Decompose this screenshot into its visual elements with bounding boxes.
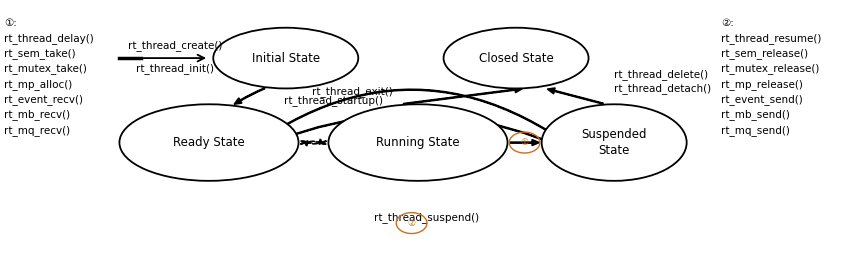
Text: rt_thread_create(): rt_thread_create() — [128, 41, 222, 51]
Text: ①: ① — [520, 138, 528, 147]
FancyArrowPatch shape — [301, 140, 325, 146]
Ellipse shape — [119, 104, 298, 181]
Text: Initial State: Initial State — [251, 51, 320, 65]
Text: ②:
rt_thread_resume()
rt_sem_release()
rt_mutex_release()
rt_mp_release()
rt_eve: ②: rt_thread_resume() rt_sem_release() r… — [720, 18, 820, 136]
Text: rt_thread_init(): rt_thread_init() — [135, 63, 214, 74]
FancyArrowPatch shape — [234, 88, 264, 104]
Text: rt_thread_delete()
rt_thread_detach(): rt_thread_delete() rt_thread_detach() — [613, 69, 711, 94]
Text: Running State: Running State — [376, 136, 459, 149]
FancyArrowPatch shape — [301, 139, 325, 145]
Text: rt_thread_exit(): rt_thread_exit() — [311, 86, 392, 97]
Text: ②: ② — [407, 219, 415, 228]
FancyArrowPatch shape — [403, 87, 521, 104]
Text: rt_thread_suspend(): rt_thread_suspend() — [373, 213, 479, 223]
Ellipse shape — [328, 104, 507, 181]
Text: Suspended
State: Suspended State — [581, 128, 646, 157]
Text: ①:
rt_thread_delay()
rt_sem_take()
rt_mutex_take()
rt_mp_alloc()
rt_event_recv(): ①: rt_thread_delay() rt_sem_take() rt_mu… — [4, 18, 94, 136]
FancyArrowPatch shape — [210, 89, 612, 179]
Ellipse shape — [541, 104, 686, 181]
Text: rt_thread_startup(): rt_thread_startup() — [284, 95, 383, 106]
Text: Closed State: Closed State — [478, 51, 553, 65]
FancyArrowPatch shape — [203, 115, 619, 177]
Ellipse shape — [443, 28, 588, 88]
Text: Ready State: Ready State — [173, 136, 245, 149]
Ellipse shape — [213, 28, 358, 88]
FancyArrowPatch shape — [547, 88, 602, 104]
FancyArrowPatch shape — [509, 140, 538, 145]
